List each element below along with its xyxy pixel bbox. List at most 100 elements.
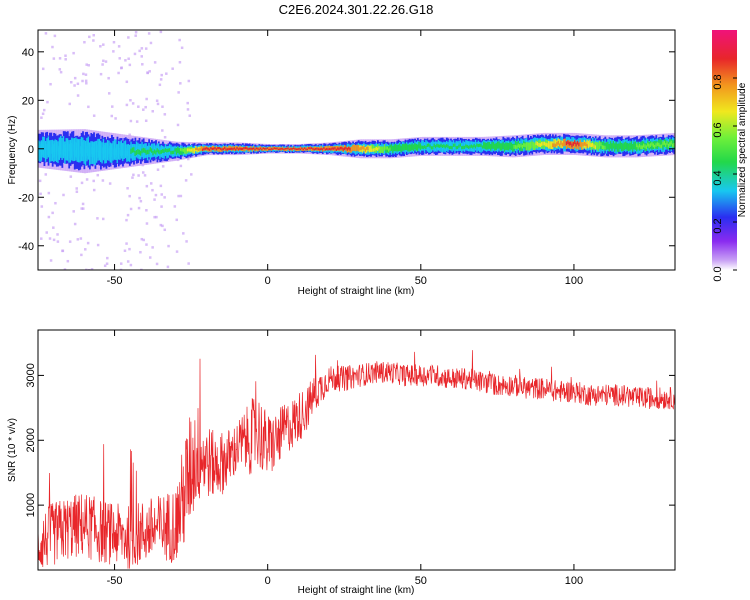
spectrogram-cell <box>495 145 498 150</box>
spectrogram-cell <box>517 143 520 148</box>
spectrogram-cell <box>416 144 419 152</box>
spectrogram-cell <box>145 222 149 225</box>
spectrogram-cell <box>620 143 623 152</box>
spectrogram-cell <box>211 147 214 150</box>
spectrogram-cell <box>335 145 338 151</box>
spectrogram-cell <box>207 147 210 151</box>
spectrogram-cell <box>131 147 134 153</box>
spectrogram-cell <box>75 141 78 157</box>
spectrogram-cell <box>295 148 298 151</box>
spectrogram-cell <box>303 147 306 150</box>
spectrogram-cell <box>87 64 90 67</box>
spectrogram-cell <box>210 147 213 150</box>
spectrogram-cell <box>73 222 77 226</box>
spectrogram-cell <box>455 146 458 150</box>
spectrogram-cell <box>649 143 652 147</box>
spectrogram-cell <box>467 145 470 149</box>
spectrogram-cell <box>120 66 123 69</box>
spectrogram-cell <box>565 141 568 149</box>
spectrogram-cell <box>148 70 151 73</box>
spectrogram-cell <box>127 144 130 156</box>
spectrogram-cell <box>181 148 184 152</box>
spectrogram-cell <box>422 145 425 150</box>
spectrogram-cell <box>58 57 62 60</box>
spectrogram-cell <box>139 150 142 156</box>
spectrogram-cell <box>230 147 233 150</box>
spectrogram-cell <box>141 148 144 154</box>
spectrogram-cell <box>262 147 265 149</box>
spectrogram-cell <box>159 150 162 155</box>
spectrogram-cell <box>605 143 608 148</box>
spectrogram-cell <box>385 146 388 154</box>
spectrogram-cell <box>94 146 97 154</box>
spectrogram-cell <box>117 45 121 48</box>
colorbar-gradient <box>712 30 737 270</box>
spectrogram-cell <box>128 194 131 198</box>
spectrogram-cell <box>175 250 179 253</box>
spectrogram-cell <box>272 146 275 150</box>
spectrogram-cell <box>126 150 128 156</box>
spectrogram-cell <box>546 143 549 147</box>
spectrogram-cell <box>101 63 104 66</box>
spectrogram-cell <box>266 147 269 152</box>
spectrogram-cell <box>352 146 355 150</box>
spectrogram-cell <box>268 148 270 151</box>
spectrogram-cell <box>66 145 69 153</box>
spectrogram-cell <box>436 143 439 148</box>
spectrogram-cell <box>80 253 83 257</box>
spectrogram-cell <box>394 143 397 151</box>
spectrogram-cell <box>178 61 182 64</box>
spectrogram-cell <box>294 148 297 150</box>
snr-background <box>38 330 675 570</box>
spectrogram-cell <box>507 144 510 149</box>
spectrogram-cell <box>598 141 601 149</box>
spectrogram-cell <box>190 173 193 176</box>
spectrogram-cell <box>102 43 105 46</box>
spectrogram-cell <box>312 147 315 150</box>
spectrogram-cell <box>142 147 145 153</box>
spectrogram-cell <box>580 142 583 146</box>
spectrogram-cell <box>106 256 109 260</box>
spectrogram-cell <box>472 145 474 149</box>
spectrogram-cell <box>392 145 394 150</box>
spectrogram-cell <box>85 178 89 181</box>
spectrogram-cell <box>339 146 342 150</box>
spectrogram-cell <box>532 142 535 150</box>
spectrogram-cell <box>127 57 130 60</box>
spectrogram-cell <box>99 72 103 76</box>
spectrogram-cell <box>327 148 330 151</box>
spectrogram-cell <box>320 148 323 151</box>
spectrogram-cell <box>240 147 243 151</box>
spectrogram-cell <box>171 67 174 70</box>
spectrogram-cell <box>470 144 473 152</box>
spectrogram-cell <box>371 148 374 152</box>
spectrogram-cell <box>305 148 308 151</box>
spectrogram-cell <box>428 143 430 151</box>
x-tick-label: -50 <box>107 575 123 587</box>
spectrogram-cell <box>149 147 152 152</box>
spectrogram-cell <box>385 146 388 150</box>
spectrogram-cell <box>90 268 94 270</box>
spectrogram-cell <box>105 149 108 156</box>
spectrogram-cell <box>401 144 404 151</box>
spectrogram-cell <box>108 182 112 185</box>
spectrogram-cell <box>399 143 401 151</box>
spectrogram-cell <box>163 135 167 139</box>
spectrogram-cell <box>221 148 224 151</box>
spectrogram-cell <box>126 187 129 190</box>
spectrogram-cell <box>84 140 87 156</box>
spectrogram-cell <box>264 148 266 150</box>
spectrogram-cell <box>299 148 302 151</box>
spectrogram-cell <box>162 148 164 153</box>
spectrogram-cell <box>233 147 236 150</box>
spectrogram-cell <box>375 147 378 151</box>
spectrogram-cell <box>93 147 95 155</box>
spectrogram-cell <box>277 148 280 151</box>
spectrogram-cell <box>153 198 156 201</box>
spectrogram-cell <box>186 108 190 111</box>
spectrogram-ticks <box>38 30 675 270</box>
spectrogram-cell <box>512 143 514 152</box>
spectrogram-cell <box>164 148 167 156</box>
spectrogram-cell <box>510 145 513 149</box>
spectrogram-cell <box>251 147 254 150</box>
